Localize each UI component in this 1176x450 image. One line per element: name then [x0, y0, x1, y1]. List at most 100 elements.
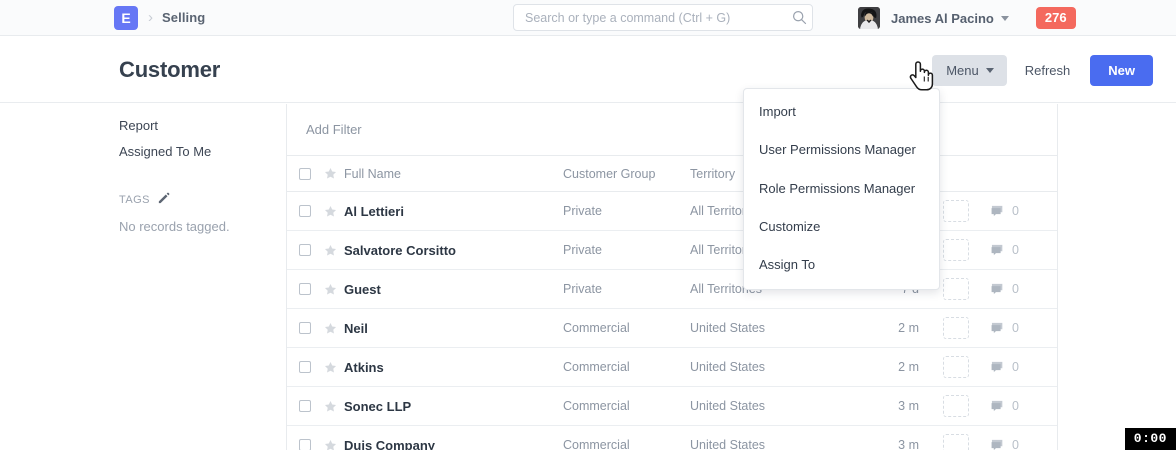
star-icon[interactable]: [324, 439, 337, 450]
menu-item-user-permissions-manager[interactable]: User Permissions Manager: [759, 142, 916, 158]
user-menu[interactable]: James Al Pacino 276: [858, 0, 1076, 36]
table-row[interactable]: Sonec LLP Commercial United States 3 m 0: [287, 387, 1057, 426]
row-assign-cell[interactable]: [928, 317, 984, 339]
row-full-name[interactable]: Salvatore Corsitto: [344, 242, 456, 258]
row-comment-cell[interactable]: 0: [984, 399, 1054, 413]
star-icon[interactable]: [324, 283, 337, 296]
column-header-full-name[interactable]: Full Name: [344, 166, 401, 181]
row-full-name[interactable]: Atkins: [344, 359, 384, 375]
global-search[interactable]: [513, 4, 813, 31]
table-row[interactable]: Atkins Commercial United States 2 m 0: [287, 348, 1057, 387]
row-checkbox[interactable]: [298, 322, 311, 334]
row-checkbox[interactable]: [298, 283, 311, 295]
menu-item-import[interactable]: Import: [759, 104, 796, 119]
sidebar-item-report[interactable]: Report: [119, 118, 159, 133]
menu-item-assign-to[interactable]: Assign To: [759, 257, 816, 273]
assign-placeholder-icon[interactable]: [943, 356, 969, 378]
table-row[interactable]: Neil Commercial United States 2 m 0: [287, 309, 1057, 348]
star-icon[interactable]: [324, 205, 337, 218]
row-checkbox[interactable]: [298, 361, 311, 373]
row-select-cell[interactable]: [287, 400, 319, 412]
row-full-name[interactable]: Guest: [344, 281, 381, 297]
row-checkbox[interactable]: [298, 439, 311, 450]
search-input[interactable]: [514, 10, 786, 25]
row-star-cell[interactable]: [319, 205, 341, 218]
row-star-cell[interactable]: [319, 361, 341, 374]
row-assign-cell[interactable]: [928, 395, 984, 417]
row-assign-cell[interactable]: [928, 356, 984, 378]
pencil-icon[interactable]: [158, 191, 170, 209]
row-star-cell[interactable]: [319, 322, 341, 335]
row-comment-cell[interactable]: 0: [984, 204, 1054, 218]
row-comment-count: 0: [1012, 360, 1019, 374]
row-select-cell[interactable]: [287, 361, 319, 373]
row-star-cell[interactable]: [319, 400, 341, 413]
sidebar-item-assigned-to-me[interactable]: Assigned To Me: [119, 144, 212, 159]
row-full-name[interactable]: Duis Company: [344, 437, 436, 450]
star-icon[interactable]: [324, 244, 337, 257]
select-all-checkbox[interactable]: [298, 167, 311, 180]
row-assign-cell[interactable]: [928, 434, 984, 450]
table-row[interactable]: Salvatore Corsitto Private All Territories…: [287, 231, 1057, 270]
menu-item-customize[interactable]: Customize: [759, 218, 821, 234]
row-comment-cell[interactable]: 0: [984, 438, 1054, 450]
row-select-cell[interactable]: [287, 244, 319, 256]
menu-item-role-permissions-manager[interactable]: Role Permissions Manager: [759, 180, 916, 196]
row-comment-cell[interactable]: 0: [984, 321, 1054, 335]
menu-button[interactable]: Menu: [932, 55, 1007, 86]
breadcrumb-app-name[interactable]: Selling: [162, 10, 206, 25]
column-header-customer-group[interactable]: Customer Group: [563, 166, 656, 181]
assign-placeholder-icon[interactable]: [943, 278, 969, 300]
row-star-cell[interactable]: [319, 244, 341, 257]
row-star-cell[interactable]: [319, 439, 341, 450]
star-icon[interactable]: [324, 322, 337, 335]
notification-badge[interactable]: 276: [1035, 7, 1076, 29]
row-full-name[interactable]: Sonec LLP: [344, 398, 412, 414]
row-comment-cell[interactable]: 0: [984, 360, 1054, 374]
row-customer-group: Private: [563, 243, 602, 257]
row-select-cell[interactable]: [287, 205, 319, 217]
table-row[interactable]: Duis Company Commercial United States 3 m 0: [287, 426, 1057, 450]
table-header-row: Full Name Customer Group Territory: [287, 156, 1057, 192]
row-comment-cell[interactable]: 0: [984, 243, 1054, 257]
row-star-cell[interactable]: [319, 283, 341, 296]
row-comment-count: 0: [1012, 204, 1019, 218]
row-assign-cell[interactable]: [928, 239, 984, 261]
row-comment-count: 0: [1012, 399, 1019, 413]
row-checkbox[interactable]: [298, 205, 311, 217]
assign-placeholder-icon[interactable]: [943, 395, 969, 417]
row-modified-time: 2 m: [898, 321, 919, 335]
avatar: [858, 7, 880, 29]
list-panel: Add Filter Full Name Customer Group Terr…: [286, 104, 1058, 450]
assign-placeholder-icon[interactable]: [943, 434, 969, 450]
app-logo-icon[interactable]: E: [114, 5, 138, 30]
row-comment-cell[interactable]: 0: [984, 282, 1054, 296]
select-all-cell[interactable]: [287, 167, 319, 180]
assign-placeholder-icon[interactable]: [943, 200, 969, 222]
row-customer-group: Private: [563, 282, 602, 296]
row-full-name[interactable]: Neil: [344, 320, 368, 336]
row-checkbox[interactable]: [298, 400, 311, 412]
row-select-cell[interactable]: [287, 322, 319, 334]
row-select-cell[interactable]: [287, 283, 319, 295]
row-assign-cell[interactable]: [928, 200, 984, 222]
search-icon[interactable]: [786, 10, 812, 25]
top-navbar: E › Selling James Al Pacino 276: [0, 0, 1176, 36]
add-filter-button[interactable]: Add Filter: [306, 122, 362, 137]
column-header-territory[interactable]: Territory: [690, 166, 736, 181]
new-button[interactable]: New: [1090, 55, 1153, 86]
row-checkbox[interactable]: [298, 244, 311, 256]
assign-placeholder-icon[interactable]: [943, 317, 969, 339]
chevron-down-icon[interactable]: [1000, 15, 1009, 21]
row-assign-cell[interactable]: [928, 278, 984, 300]
refresh-button[interactable]: Refresh: [1013, 55, 1083, 86]
row-modified-time: 3 m: [898, 438, 919, 450]
row-full-name[interactable]: Al Lettieri: [344, 203, 404, 219]
assign-placeholder-icon[interactable]: [943, 239, 969, 261]
row-select-cell[interactable]: [287, 439, 319, 450]
star-icon[interactable]: [324, 361, 337, 374]
star-icon[interactable]: [324, 400, 337, 413]
